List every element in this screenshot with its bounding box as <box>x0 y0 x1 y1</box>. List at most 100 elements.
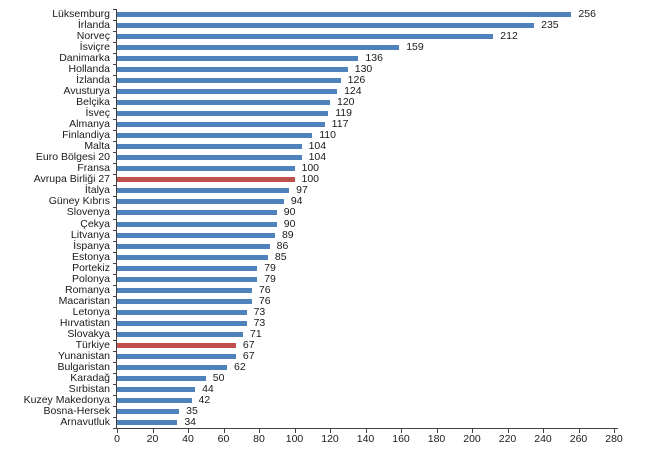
category-label: Slovakya <box>67 327 110 340</box>
value-label: 119 <box>335 107 352 120</box>
x-tick-label: 280 <box>605 433 623 445</box>
value-label: 50 <box>212 371 225 384</box>
chart-row: 136 <box>117 52 614 65</box>
value-label: 76 <box>258 294 271 307</box>
bar <box>117 364 228 370</box>
x-tick <box>401 429 402 433</box>
chart-row: 86 <box>117 239 614 252</box>
category-label: Güney Kıbrıs <box>48 195 110 208</box>
x-tick <box>472 429 473 433</box>
category-label: İzlanda <box>76 74 110 87</box>
x-axis-line <box>113 428 618 429</box>
x-tick <box>614 429 615 433</box>
bar <box>117 23 535 29</box>
value-label: 104 <box>308 151 327 164</box>
value-label: 73 <box>253 305 266 318</box>
chart-row: 119 <box>117 107 614 120</box>
y-tick <box>113 229 117 231</box>
chart-row: 110 <box>117 129 614 141</box>
chart-row: 100 <box>117 162 614 175</box>
y-tick <box>113 141 117 143</box>
y-tick <box>113 20 117 22</box>
chart-row: 100 <box>117 173 614 186</box>
y-tick <box>113 31 117 33</box>
bar <box>117 166 295 172</box>
x-tick <box>436 429 438 433</box>
bar <box>117 12 572 17</box>
chart-row: 76 <box>117 284 614 296</box>
value-label: 90 <box>283 206 296 219</box>
category-label: Romanya <box>65 283 110 296</box>
category-label: Kuzey Makedonya <box>23 393 110 406</box>
value-label: 124 <box>344 85 362 98</box>
chart-row: 126 <box>117 74 614 86</box>
category-label: Litvanya <box>70 228 110 241</box>
x-tick-label: 220 <box>498 433 517 445</box>
x-tick <box>294 429 296 433</box>
y-tick <box>113 372 117 374</box>
y-tick <box>113 328 117 330</box>
category-label: Portekiz <box>72 261 110 274</box>
chart-row: 120 <box>117 96 614 108</box>
value-label: 62 <box>234 360 246 373</box>
chart-row: 104 <box>117 151 614 164</box>
y-tick <box>113 174 117 176</box>
bar <box>117 100 330 106</box>
x-tick-label: 200 <box>463 433 481 445</box>
bar <box>117 122 325 128</box>
value-label: 130 <box>354 63 373 76</box>
chart-row: 73 <box>117 305 614 318</box>
category-label: Yunanistan <box>58 349 110 362</box>
chart-row: 44 <box>117 383 614 395</box>
value-label: 136 <box>365 52 383 65</box>
chart-row: 94 <box>117 195 614 208</box>
bar <box>117 45 400 51</box>
bar-highlighted <box>117 342 236 348</box>
chart-row: 212 <box>117 30 614 42</box>
category-label: Malta <box>84 140 110 153</box>
y-tick <box>113 339 117 341</box>
value-label: 235 <box>541 19 559 32</box>
y-tick <box>113 251 117 253</box>
category-label: Sırbistan <box>68 382 110 395</box>
value-label: 86 <box>276 239 289 252</box>
category-label: Polonya <box>72 272 110 285</box>
bar <box>117 419 178 425</box>
category-label: İspanya <box>73 239 110 252</box>
y-tick <box>113 196 117 198</box>
x-tick-label: 0 <box>114 433 120 445</box>
y-tick <box>113 152 117 154</box>
x-tick <box>188 429 189 433</box>
value-label: 94 <box>290 195 303 208</box>
chart-row: 35 <box>117 405 614 417</box>
y-tick <box>113 64 117 66</box>
x-tick <box>152 429 154 433</box>
y-tick <box>113 75 117 77</box>
bar <box>117 265 258 271</box>
category-label: Finlandiya <box>62 129 110 142</box>
category-label: Almanya <box>69 118 110 131</box>
bar <box>117 375 206 381</box>
x-tick <box>365 429 367 433</box>
value-label: 34 <box>184 415 197 428</box>
value-label: 79 <box>264 272 276 285</box>
y-tick <box>113 295 117 297</box>
value-label: 42 <box>198 393 211 406</box>
value-label: 100 <box>301 162 320 175</box>
category-label: İsveç <box>85 107 110 120</box>
bar <box>117 111 329 117</box>
value-label: 71 <box>250 327 262 340</box>
y-tick <box>113 262 117 264</box>
bar <box>117 309 247 315</box>
x-tick-label: 180 <box>427 433 446 445</box>
category-label: İsviçre <box>79 41 110 54</box>
category-label: İtalya <box>84 184 110 197</box>
category-label: Bulgaristan <box>57 360 110 373</box>
value-label: 100 <box>301 173 320 186</box>
category-label: Türkiye <box>75 338 110 351</box>
value-label: 89 <box>281 228 294 241</box>
x-tick-label: 260 <box>569 433 588 445</box>
bar <box>117 276 258 282</box>
x-tick-label: 40 <box>182 433 194 445</box>
bar <box>117 210 277 216</box>
